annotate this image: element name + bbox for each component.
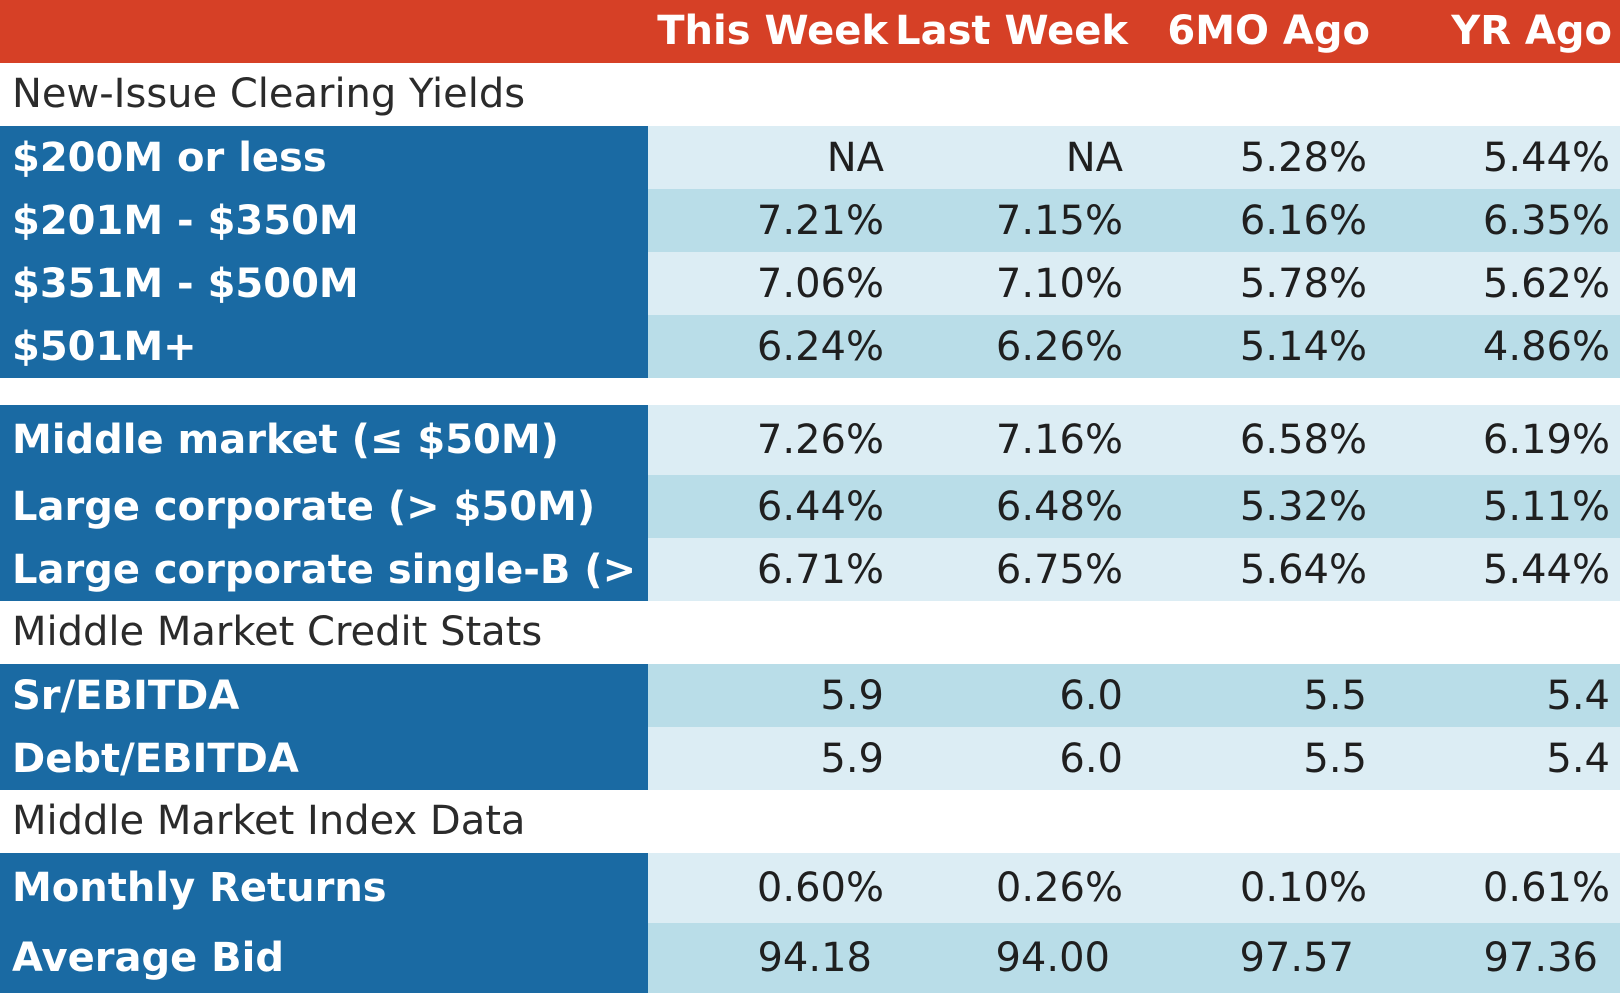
value-last-week: 6.0: [1059, 735, 1123, 782]
value-this-week: 6.24%: [756, 323, 884, 370]
table-row: Sr/EBITDA 5.9 6.0 5.5 5.4: [0, 664, 1620, 727]
value-this-week: NA: [826, 134, 884, 181]
table-header: This Week Last Week 6MO Ago YR Ago: [0, 0, 1620, 63]
table-row: Debt/EBITDA 5.9 6.0 5.5 5.4: [0, 727, 1620, 790]
table-row: $201M - $350M 7.21% 7.15% 6.16% 6.35%: [0, 189, 1620, 252]
value-this-week: 94.18: [757, 935, 872, 981]
value-yr-ago: 4.86%: [1482, 323, 1610, 370]
value-yr-ago: 5.4: [1546, 735, 1610, 782]
value-last-week: 6.48%: [995, 483, 1123, 530]
value-6mo-ago: 5.78%: [1239, 260, 1367, 307]
section-title-row: Middle Market Credit Stats: [0, 601, 1620, 664]
row-label: Monthly Returns: [0, 853, 648, 923]
spacer: [0, 378, 1620, 405]
column-header-last-week: Last Week: [895, 8, 1128, 54]
value-last-week: 6.75%: [995, 546, 1123, 593]
value-6mo-ago: 6.58%: [1239, 417, 1367, 463]
value-6mo-ago: 97.57: [1239, 935, 1354, 981]
value-last-week: 7.16%: [995, 417, 1123, 463]
value-yr-ago: 6.35%: [1482, 197, 1610, 244]
column-header-this-week: This Week: [657, 8, 888, 54]
row-label: Large corporate (> $50M): [0, 475, 648, 538]
value-yr-ago: 5.11%: [1482, 483, 1610, 530]
value-yr-ago: 0.61%: [1482, 865, 1610, 911]
value-this-week: 7.26%: [756, 417, 884, 463]
row-label: Large corporate single-B (> $50M): [0, 538, 648, 601]
value-yr-ago: 5.62%: [1482, 260, 1610, 307]
value-6mo-ago: 6.16%: [1239, 197, 1367, 244]
table-row: Average Bid 94.18 94.00 97.57 97.36: [0, 923, 1620, 993]
value-yr-ago: 6.19%: [1482, 417, 1610, 463]
table-row: $200M or less NA NA 5.28% 5.44%: [0, 126, 1620, 189]
value-this-week: 6.71%: [756, 546, 884, 593]
row-label: Average Bid: [0, 923, 648, 993]
section-title-row: Middle Market Index Data: [0, 790, 1620, 853]
table-row: $501M+ 6.24% 6.26% 5.14% 4.86%: [0, 315, 1620, 378]
value-6mo-ago: 5.28%: [1239, 134, 1367, 181]
row-label: $501M+: [0, 315, 648, 378]
row-label: Debt/EBITDA: [0, 727, 648, 790]
column-header-yr-ago: YR Ago: [1451, 8, 1612, 54]
table-row: Large corporate single-B (> $50M) 6.71% …: [0, 538, 1620, 601]
row-label: $200M or less: [0, 126, 648, 189]
table-row: Large corporate (> $50M) 6.44% 6.48% 5.3…: [0, 475, 1620, 538]
value-last-week: 94.00: [995, 935, 1110, 981]
value-last-week: NA: [1065, 134, 1123, 181]
value-this-week: 7.21%: [756, 197, 884, 244]
value-6mo-ago: 5.5: [1303, 672, 1367, 719]
value-last-week: 6.0: [1059, 672, 1123, 719]
value-6mo-ago: 0.10%: [1239, 865, 1367, 911]
column-header-6mo-ago: 6MO Ago: [1167, 8, 1370, 54]
value-6mo-ago: 5.32%: [1239, 483, 1367, 530]
value-this-week: 7.06%: [756, 260, 884, 307]
table-row: Monthly Returns 0.60% 0.26% 0.10% 0.61%: [0, 853, 1620, 923]
value-yr-ago: 5.44%: [1482, 134, 1610, 181]
value-last-week: 7.15%: [995, 197, 1123, 244]
value-yr-ago: 5.4: [1546, 672, 1610, 719]
value-this-week: 5.9: [820, 735, 884, 782]
value-this-week: 5.9: [820, 672, 884, 719]
row-label: $201M - $350M: [0, 189, 648, 252]
section-title: New-Issue Clearing Yields: [12, 71, 526, 117]
section-title: Middle Market Index Data: [12, 798, 526, 844]
value-last-week: 6.26%: [995, 323, 1123, 370]
value-yr-ago: 97.36: [1483, 935, 1598, 981]
row-label: Sr/EBITDA: [0, 664, 648, 727]
table-row: Middle market (≤ $50M) 7.26% 7.16% 6.58%…: [0, 405, 1620, 475]
value-last-week: 0.26%: [995, 865, 1123, 911]
section-title: Middle Market Credit Stats: [12, 609, 543, 655]
value-6mo-ago: 5.64%: [1239, 546, 1367, 593]
value-this-week: 0.60%: [756, 865, 884, 911]
value-6mo-ago: 5.5: [1303, 735, 1367, 782]
section-title-row: New-Issue Clearing Yields: [0, 63, 1620, 126]
value-last-week: 7.10%: [995, 260, 1123, 307]
value-yr-ago: 5.44%: [1482, 546, 1610, 593]
table-row: $351M - $500M 7.06% 7.10% 5.78% 5.62%: [0, 252, 1620, 315]
row-label: $351M - $500M: [0, 252, 648, 315]
value-this-week: 6.44%: [756, 483, 884, 530]
row-label: Middle market (≤ $50M): [0, 405, 648, 475]
value-6mo-ago: 5.14%: [1239, 323, 1367, 370]
